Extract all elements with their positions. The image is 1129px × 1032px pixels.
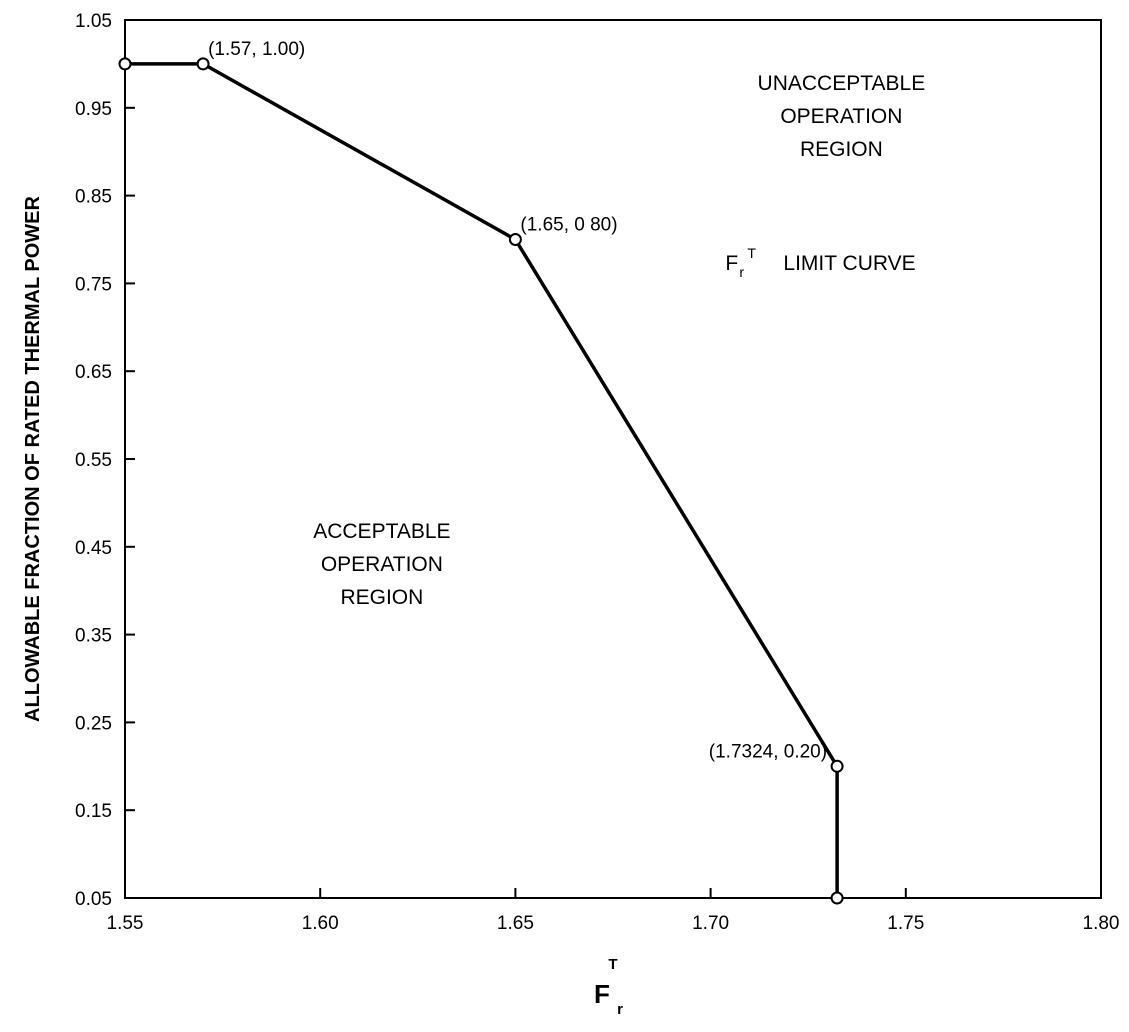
limit-curve-line — [125, 62, 839, 898]
data-point-marker — [830, 891, 844, 905]
curve-annotation-main: F — [725, 252, 738, 275]
x-axis-title: T F r — [594, 956, 623, 1018]
markers-layer — [118, 57, 844, 905]
y-tick-label: 0.15 — [75, 801, 112, 822]
y-tick-label: 0.75 — [75, 274, 112, 295]
lines-layer — [125, 62, 839, 898]
x-tick-label: 1.65 — [497, 913, 534, 934]
region-annotation-line: OPERATION — [780, 105, 902, 128]
curve-annotation-text: LIMIT CURVE — [783, 252, 915, 275]
region-annotation-line: REGION — [340, 586, 423, 609]
data-point-marker — [196, 57, 210, 71]
curve-annotation-superscript: T — [747, 245, 756, 261]
plot-frame — [124, 19, 1102, 899]
curve-annotation-subscript: r — [739, 264, 744, 280]
data-point-label: (1.57, 1.00) — [208, 39, 305, 60]
x-axis-title-subscript: r — [617, 1001, 623, 1018]
x-tick-label: 1.60 — [302, 913, 339, 934]
y-tick-label: 0.05 — [75, 889, 112, 910]
y-tick-label: 0.35 — [75, 626, 112, 647]
x-tick-label: 1.70 — [692, 913, 729, 934]
y-tick-label: 0.55 — [75, 450, 112, 471]
region-annotation-line: REGION — [800, 138, 883, 161]
data-point-marker — [508, 233, 522, 246]
y-tick-label: 0.95 — [75, 99, 112, 120]
x-axis-title-main: F — [594, 979, 610, 1009]
y-tick-label: 0.65 — [75, 362, 112, 383]
ticks-layer: 1.55 1.60 1.65 1.70 1.75 1.80 0.05 0.15 0.25 0.35… — [75, 11, 1119, 934]
data-point-marker — [830, 759, 844, 773]
data-point-label: (1.7324, 0.20) — [709, 741, 827, 762]
y-tick-label: 0.45 — [75, 538, 112, 559]
x-axis-title-superscript: T — [608, 956, 617, 973]
y-tick-label: 0.25 — [75, 713, 112, 734]
data-point-label: (1.65, 0 80) — [520, 215, 617, 236]
x-tick-label: 1.75 — [887, 913, 924, 934]
region-annotation-line: OPERATION — [321, 553, 443, 576]
y-tick-label: 1.05 — [75, 11, 112, 32]
y-tick-label: 0.85 — [75, 187, 112, 208]
x-tick-label: 1.55 — [107, 913, 144, 934]
data-point-marker — [118, 57, 132, 71]
region-annotation-line: ACCEPTABLE — [313, 520, 450, 543]
y-axis-title: ALLOWABLE FRACTION OF RATED THERMAL POWE… — [22, 196, 44, 722]
region-annotation-line: UNACCEPTABLE — [758, 72, 926, 95]
x-tick-label: 1.80 — [1083, 913, 1120, 934]
labels-layer: (1.57, 1.00) (1.65, 0 80) (1.7324, 0.20) UN… — [208, 39, 925, 762]
svg-text:F: F — [594, 979, 610, 1009]
